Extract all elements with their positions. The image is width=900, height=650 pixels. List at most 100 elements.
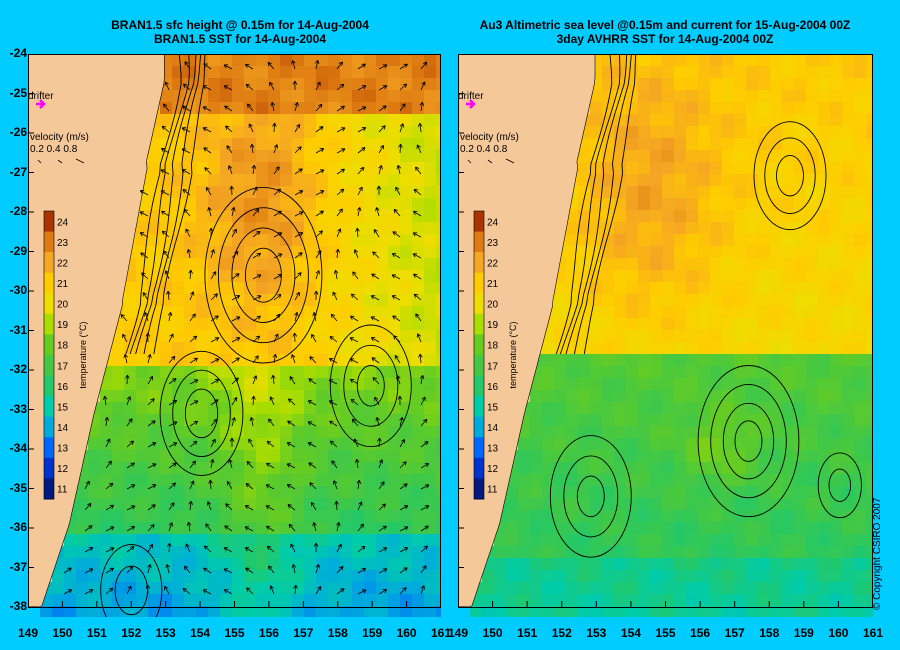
velocity-arrow <box>413 188 422 196</box>
sst-cell <box>782 66 795 79</box>
sst-cell <box>794 426 807 439</box>
sst-cell <box>602 570 615 583</box>
sst-cell <box>340 330 353 343</box>
sst-cell <box>364 90 377 103</box>
sst-cell <box>364 582 377 595</box>
sst-cell <box>244 114 257 127</box>
velocity-arrow <box>246 587 254 595</box>
sst-cell <box>722 438 735 451</box>
velocity-arrow <box>271 374 276 385</box>
sst-cell <box>638 246 651 259</box>
velocity-arrow <box>268 565 275 574</box>
sst-cell <box>388 606 401 617</box>
sst-cell <box>806 510 819 523</box>
sst-cell <box>184 582 197 595</box>
sst-cell <box>76 606 89 617</box>
sst-cell <box>542 462 555 475</box>
sst-cell <box>220 342 233 355</box>
sst-cell <box>674 234 687 247</box>
sst-cell <box>352 162 365 175</box>
sst-cell <box>590 222 603 235</box>
sst-cell <box>136 354 149 367</box>
sst-cell <box>352 282 365 295</box>
colorbar-tick-label: 23 <box>57 238 69 249</box>
sst-cell <box>268 366 281 379</box>
velocity-arrow <box>312 522 317 532</box>
sst-cell <box>256 306 269 319</box>
sst-cell <box>364 510 377 523</box>
sst-cell <box>436 102 441 115</box>
sst-cell <box>340 474 353 487</box>
sst-cell <box>424 138 437 151</box>
sst-cell <box>160 114 173 127</box>
sst-cell <box>388 402 401 415</box>
sst-cell <box>662 126 675 139</box>
sst-cell <box>352 114 365 127</box>
sst-cell <box>686 594 699 607</box>
sst-cell <box>388 414 401 427</box>
velocity-legend-values: 0.2 0.4 0.8 <box>460 144 508 155</box>
sst-cell <box>184 594 197 607</box>
sst-cell <box>172 342 185 355</box>
sst-cell <box>746 558 759 571</box>
sst-cell <box>746 282 759 295</box>
sst-cell <box>770 222 783 235</box>
sst-cell <box>400 102 413 115</box>
sst-cell <box>124 426 137 439</box>
sst-cell <box>650 210 663 223</box>
velocity-arrow <box>203 63 212 70</box>
sst-cell <box>412 546 425 559</box>
sst-cell <box>436 258 441 271</box>
sst-cell <box>842 222 855 235</box>
sst-cell <box>698 534 711 547</box>
sst-cell <box>424 342 437 355</box>
sst-cell <box>590 498 603 511</box>
sst-cell <box>160 282 173 295</box>
sst-cell <box>686 282 699 295</box>
sst-cell <box>662 258 675 271</box>
sst-cell <box>352 462 365 475</box>
sst-cell <box>232 102 245 115</box>
sst-cell <box>136 582 149 595</box>
colorbar-tick-label: 19 <box>57 320 69 331</box>
sst-cell <box>734 54 747 67</box>
sst-cell <box>424 582 437 595</box>
velocity-arrow <box>294 146 302 154</box>
sst-cell <box>172 330 185 343</box>
sst-cell <box>196 498 209 511</box>
sst-cell <box>866 114 873 127</box>
sst-cell <box>542 426 555 439</box>
colorbar-tick-label: 11 <box>57 485 68 496</box>
sst-cell <box>566 270 579 283</box>
sst-cell <box>722 114 735 127</box>
colorbar-frame <box>473 210 485 500</box>
sst-cell <box>842 66 855 79</box>
sst-cell <box>686 390 699 403</box>
sst-cell <box>722 426 735 439</box>
velocity-arrow <box>228 459 233 469</box>
sst-cell <box>340 174 353 187</box>
sst-cell <box>518 486 531 499</box>
sst-cell <box>256 582 269 595</box>
sst-cell <box>256 546 269 559</box>
sst-cell <box>722 162 735 175</box>
velocity-arrow <box>399 547 409 553</box>
sst-cell <box>542 438 555 451</box>
velocity-arrow <box>353 249 359 259</box>
sst-cell <box>172 486 185 499</box>
sst-cell <box>710 294 723 307</box>
boundary-current-contour <box>129 54 190 355</box>
sst-cell <box>506 486 519 499</box>
sst-cell <box>638 534 651 547</box>
sst-cell <box>554 462 567 475</box>
sst-cell <box>626 390 639 403</box>
velocity-arrow <box>286 463 296 469</box>
sst-cell <box>280 450 293 463</box>
sst-cell <box>818 174 831 187</box>
velocity-arrow <box>160 190 170 196</box>
sst-cell <box>746 390 759 403</box>
sst-cell <box>268 474 281 487</box>
sst-cell <box>184 282 197 295</box>
sst-cell <box>554 546 567 559</box>
velocity-arrow <box>310 501 317 511</box>
